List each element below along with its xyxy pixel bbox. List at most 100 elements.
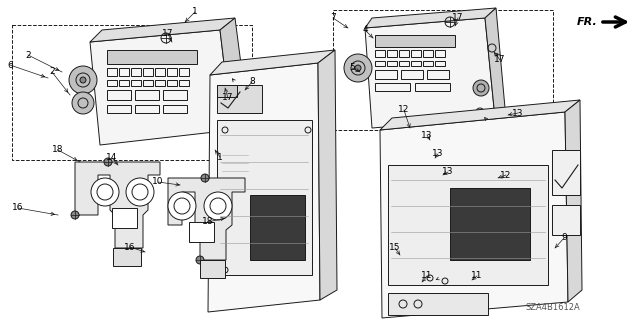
Circle shape <box>168 192 196 220</box>
Text: 7: 7 <box>330 13 336 22</box>
Polygon shape <box>90 18 235 42</box>
Bar <box>135 105 159 113</box>
Bar <box>387 61 397 66</box>
Text: 18: 18 <box>52 146 64 155</box>
Text: 12: 12 <box>500 171 512 180</box>
Bar <box>333 10 553 130</box>
Bar <box>155 68 165 76</box>
Bar <box>411 50 421 57</box>
Text: 11: 11 <box>471 271 483 281</box>
Bar <box>401 70 423 79</box>
Circle shape <box>201 174 209 182</box>
Bar <box>113 248 141 266</box>
Bar <box>107 105 131 113</box>
Bar <box>12 25 252 160</box>
Bar <box>415 83 450 91</box>
Text: 5: 5 <box>349 63 355 73</box>
Bar <box>399 61 409 66</box>
Bar <box>450 188 530 260</box>
Bar <box>131 80 141 86</box>
Bar <box>119 80 129 86</box>
Bar <box>155 80 165 86</box>
Text: 9: 9 <box>561 234 567 243</box>
Polygon shape <box>168 178 245 260</box>
Bar <box>399 50 409 57</box>
Circle shape <box>80 77 86 83</box>
Bar <box>107 90 131 100</box>
Bar <box>200 260 225 278</box>
Text: 4: 4 <box>362 26 368 35</box>
Bar <box>435 50 445 57</box>
Bar <box>107 50 197 64</box>
Polygon shape <box>565 100 582 302</box>
Polygon shape <box>75 162 160 248</box>
Bar <box>143 68 153 76</box>
Text: 1: 1 <box>192 7 198 17</box>
Bar <box>411 61 421 66</box>
Text: FR.: FR. <box>577 17 598 27</box>
Circle shape <box>212 82 228 98</box>
Text: 16: 16 <box>124 243 136 252</box>
Circle shape <box>196 256 204 264</box>
Circle shape <box>355 65 361 71</box>
Circle shape <box>473 80 489 96</box>
Text: 17: 17 <box>222 93 234 102</box>
Bar <box>552 205 580 235</box>
Text: 15: 15 <box>389 244 401 252</box>
Bar <box>217 85 262 113</box>
Bar <box>375 50 385 57</box>
Text: 2: 2 <box>49 68 55 76</box>
Bar <box>427 70 449 79</box>
Text: 12: 12 <box>398 106 410 115</box>
Bar <box>107 80 117 86</box>
Polygon shape <box>365 18 495 128</box>
Polygon shape <box>220 18 248 130</box>
Circle shape <box>72 92 94 114</box>
Bar <box>179 80 189 86</box>
Bar <box>423 50 433 57</box>
Bar <box>217 85 237 97</box>
Bar <box>423 61 433 66</box>
Bar <box>375 61 385 66</box>
Bar <box>163 105 187 113</box>
Text: 16: 16 <box>12 204 24 212</box>
Text: 14: 14 <box>106 154 118 163</box>
Bar <box>375 35 455 47</box>
Bar <box>388 165 548 285</box>
Text: 13: 13 <box>442 167 454 177</box>
Bar <box>135 90 159 100</box>
Bar <box>375 83 410 91</box>
Polygon shape <box>380 112 568 318</box>
Circle shape <box>91 178 119 206</box>
Bar <box>388 293 488 315</box>
Text: SZA4B1612A: SZA4B1612A <box>525 303 580 312</box>
Text: 11: 11 <box>421 271 433 281</box>
Text: 17: 17 <box>494 55 506 65</box>
Polygon shape <box>90 30 232 145</box>
Bar <box>167 68 177 76</box>
Bar <box>435 61 445 66</box>
Bar <box>112 208 137 228</box>
Circle shape <box>126 178 154 206</box>
Polygon shape <box>365 8 496 28</box>
Text: 18: 18 <box>202 218 214 227</box>
Text: 17: 17 <box>452 13 464 22</box>
Bar <box>250 195 305 260</box>
Text: 8: 8 <box>249 77 255 86</box>
Polygon shape <box>318 50 337 300</box>
Bar <box>107 68 117 76</box>
Circle shape <box>69 66 97 94</box>
Bar <box>119 68 129 76</box>
Polygon shape <box>485 8 505 118</box>
Bar <box>163 90 187 100</box>
Text: 17: 17 <box>163 29 173 38</box>
Circle shape <box>104 158 112 166</box>
Text: 13: 13 <box>512 108 524 117</box>
Text: 1: 1 <box>217 153 223 162</box>
Polygon shape <box>210 50 335 75</box>
Polygon shape <box>208 63 320 312</box>
Bar <box>131 68 141 76</box>
Circle shape <box>344 54 372 82</box>
Bar <box>387 50 397 57</box>
Circle shape <box>204 192 232 220</box>
